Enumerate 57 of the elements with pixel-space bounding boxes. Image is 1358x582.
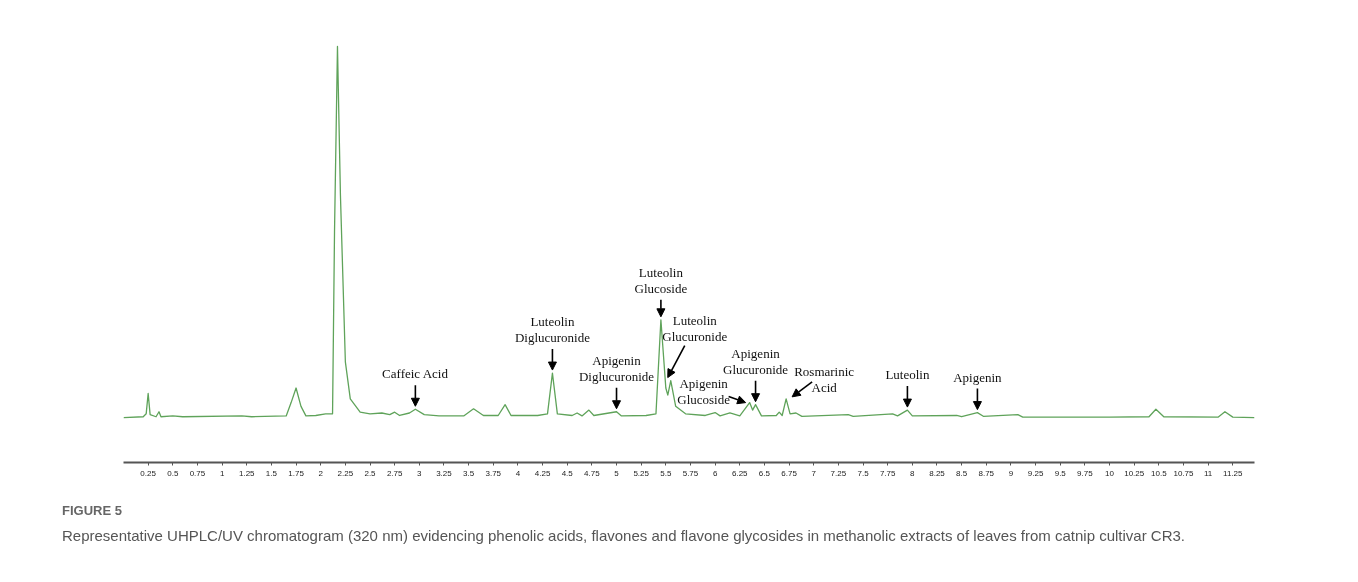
x-tick-label: 0.25 <box>140 468 157 478</box>
x-tick-label: 9.25 <box>1027 468 1044 478</box>
annotation: Apigenin <box>953 369 1003 385</box>
x-tick-label: 3.75 <box>485 468 502 478</box>
x-tick-label: 10.75 <box>1173 468 1195 478</box>
x-tick-label: 1.25 <box>238 468 256 478</box>
x-tick-label: 6.75 <box>781 468 798 478</box>
x-tick-label: 0.5 <box>167 468 179 478</box>
x-tick-label: 1 <box>219 468 225 478</box>
text: FIGURE 5 <box>62 502 123 520</box>
x-tick-label: 1.5 <box>265 468 278 478</box>
x-tick-label: 8.5 <box>956 468 968 478</box>
x-tick-label: 6 <box>712 468 718 478</box>
x-tick-label: 4.5 <box>561 468 574 478</box>
annotation: Caffeic Acid <box>382 366 449 382</box>
annotation: Apigenin Glucuronide <box>723 345 789 377</box>
x-tick-label: 8.25 <box>929 468 946 478</box>
x-tick-label: 7.75 <box>879 468 897 478</box>
x-tick-label: 2.75 <box>386 468 403 478</box>
x-tick-label: 10.25 <box>1124 468 1145 478</box>
text: Representative UHPLC/UV chromatogram (320 nm) evidencing phenolic acids, flavones and flavone glycosides in methanolic extracts of leaves from catnip cultivar CR3. <box>62 525 1186 546</box>
x-tick-label: 2.25 <box>337 468 354 478</box>
x-tick-label: 10 <box>1105 468 1115 478</box>
x-tick-label: 4 <box>515 468 521 478</box>
annotation: Apigenin Glucoside <box>677 375 731 407</box>
x-tick-label: 8.75 <box>978 468 995 478</box>
x-tick-label: 2.5 <box>364 468 377 478</box>
x-tick-label: 6.25 <box>732 468 749 478</box>
x-tick-label: 5 <box>614 468 620 478</box>
x-tick-label: 3 <box>417 468 423 478</box>
x-tick-label: 7 <box>811 468 817 478</box>
x-tick-label: 0.75 <box>189 468 206 478</box>
x-tick-label: 7.5 <box>857 468 870 478</box>
x-tick-label: 1.75 <box>288 468 305 478</box>
x-tick-label: 2 <box>318 468 324 478</box>
x-tick-label: 5.25 <box>633 468 650 478</box>
x-tick-label: 3.25 <box>436 468 453 478</box>
x-tick-label: 8 <box>910 468 916 478</box>
annotation: Luteolin Glucoside <box>634 265 688 296</box>
annotation: Luteolin <box>885 367 930 383</box>
x-tick-label: 5.75 <box>682 468 699 478</box>
annotation: Luteolin Diglucuronide <box>514 314 591 346</box>
x-tick-label: 6.5 <box>758 468 771 478</box>
x-tick-label: 11.25 <box>1223 468 1244 478</box>
x-tick-label: 7.25 <box>830 468 847 478</box>
x-tick-label: 10.5 <box>1151 468 1168 478</box>
x-tick-label: 5.5 <box>660 468 672 478</box>
x-tick-label: 9.5 <box>1054 468 1067 478</box>
x-tick-label: 9.75 <box>1077 468 1094 478</box>
x-tick-label: 9 <box>1008 468 1014 478</box>
annotation: Rosmarinic Acid <box>794 364 855 395</box>
x-tick-label: 3.5 <box>463 468 475 478</box>
annotation: Luteolin Glucuronide <box>662 312 728 344</box>
x-tick-label: 4.25 <box>534 468 551 478</box>
x-tick-label: 11 <box>1204 468 1213 478</box>
annotation: Apigenin Diglucuronide <box>578 353 655 384</box>
x-tick-label: 4.75 <box>584 468 601 478</box>
